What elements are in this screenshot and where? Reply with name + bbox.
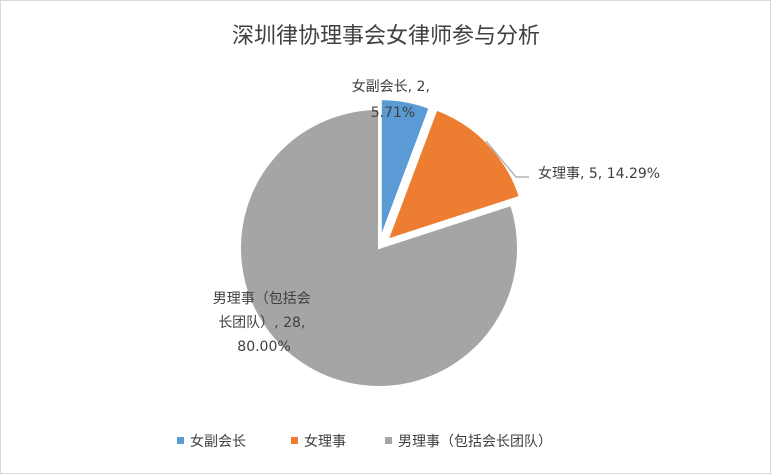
legend-label: 女理事 — [304, 433, 346, 450]
data-label-male-director: 男理事（包括会 长团队）, 28, 80.00% — [213, 291, 315, 355]
legend-swatch — [291, 437, 298, 444]
pie-slice-3[interactable] — [239, 107, 519, 388]
pie-slice-1[interactable] — [379, 98, 431, 239]
data-label-female-director: 女理事, 5, 14.29% — [538, 165, 660, 182]
data-label-line: 男理事（包括会 — [213, 291, 311, 307]
data-label-line: 80.00% — [237, 339, 290, 355]
data-label-line: 长团队）, 28, — [218, 315, 305, 331]
data-label-vice-president: 女副会长, 2, 5.71% — [352, 78, 435, 121]
legend-label: 男理事（包括会长团队） — [398, 434, 552, 450]
legend-label: 女副会长 — [190, 433, 246, 450]
leader-line — [485, 140, 529, 178]
data-label-line: 5.71% — [371, 105, 415, 121]
legend-swatch — [177, 437, 184, 444]
data-label-line: 女副会长, 2, — [352, 78, 430, 95]
legend-swatch — [385, 437, 392, 444]
chart-title: 深圳律协理事会女律师参与分析 — [232, 24, 540, 49]
legend: 女副会长 女理事 男理事（包括会长团队） — [177, 433, 552, 450]
